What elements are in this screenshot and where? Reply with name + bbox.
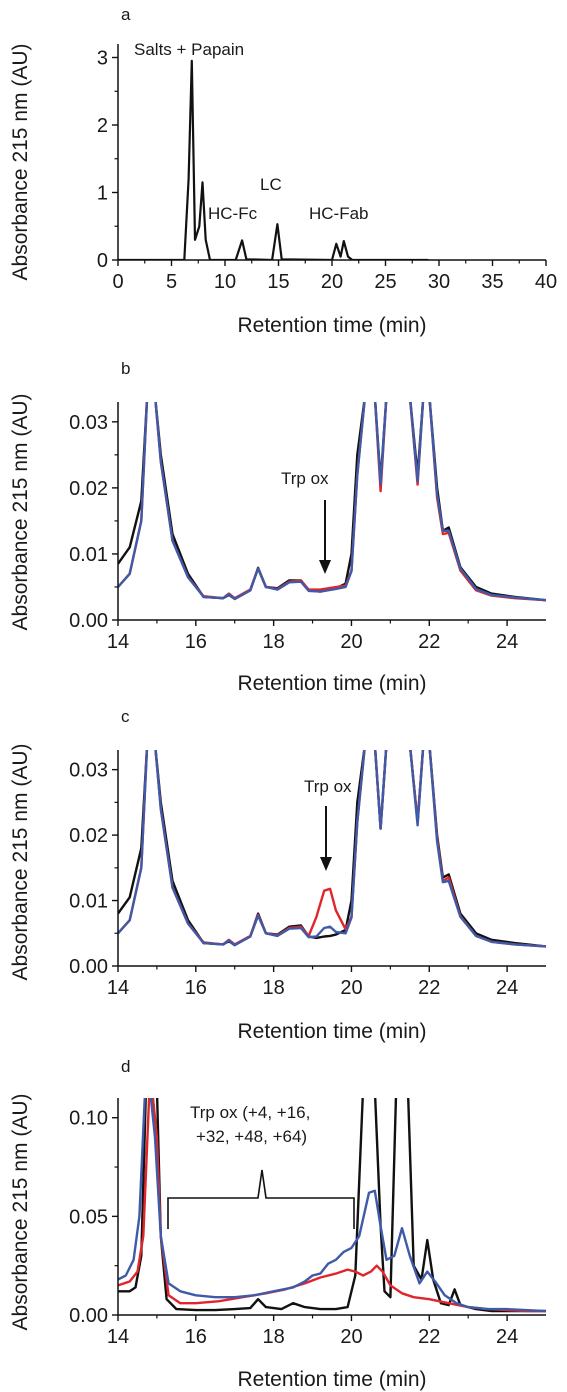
panel-c-xtick-label: 20 [340,977,362,999]
panel-c-xtick-label: 16 [185,977,207,999]
panel-a-xtick-label: 20 [321,271,343,293]
panel-d-xtick-label: 18 [263,1326,285,1348]
panel-a-xtick-label: 15 [267,271,289,293]
panel-a-xtick-label: 0 [112,271,123,293]
panel-d-series-red-line [118,1098,546,1313]
panel-d-xtick-label: 16 [185,1326,207,1348]
panel-c-ytick-label: 0.02 [69,825,108,847]
panel-a-xtick-label: 10 [214,271,236,293]
annotation-trp-ox-d-line1: Trp ox (+4, +16, [190,1103,310,1122]
panel-b-letter: b [121,359,130,378]
panel-b-ytick-label: 0.01 [69,544,108,566]
panel-a-ytick-label: 2 [97,115,108,137]
panel-c-xtick-label: 24 [496,977,518,999]
panel-a-xlabel: Retention time (min) [237,314,426,337]
panel-c-ytick-label: 0.00 [69,956,108,978]
panel-a-ytick-label: 0 [97,250,108,272]
panel-b-xtick-label: 14 [107,631,129,653]
arrow-b [319,500,331,574]
panel-b-ytick-label: 0.02 [69,478,108,500]
arrow-c [320,806,332,871]
panel-b-ylabel: Absorbance 215 nm (AU) [9,394,32,631]
panel-d-ytick-label: 0.05 [69,1206,108,1228]
annotation-lc: LC [260,175,282,194]
panel-a-xtick-label: 30 [428,271,450,293]
panel-b-series-blue-line [118,402,546,602]
panel-d-letter: d [121,1057,130,1076]
panel-d-xtick-label: 14 [107,1326,129,1348]
panel-c-xtick-label: 22 [418,977,440,999]
panel-c-xtick-label: 14 [107,977,129,999]
panel-b-ytick-label: 0.03 [69,412,108,434]
panel-a-ylabel: Absorbance 215 nm (AU) [9,44,32,281]
panel-b-xlabel: Retention time (min) [237,672,426,695]
panel-c-xtick-label: 18 [263,977,285,999]
panel-d-xlabel: Retention time (min) [237,1368,426,1391]
panel-b-xtick-label: 24 [496,631,518,653]
annotation-trp-ox-d-line2: +32, +48, +64) [196,1127,307,1146]
bracket-d [167,1169,355,1229]
panel-b-xtick-label: 18 [263,631,285,653]
panel-c-xlabel: Retention time (min) [237,1020,426,1043]
panel-c-ytick-label: 0.03 [69,760,108,782]
panel-a-xtick-label: 40 [535,271,557,293]
panel-c-ylabel: Absorbance 215 nm (AU) [9,744,32,981]
annotation-hc-fab: HC-Fab [309,204,369,223]
annotation-trp-ox-b: Trp ox [281,469,329,488]
panel-d-ytick-label: 0.00 [69,1305,108,1327]
panel-d-ytick-label: 0.10 [69,1108,108,1130]
panel-d-series-blue-line [118,1098,546,1313]
annotation-hc-fc: HC-Fc [208,204,258,223]
panel-a-letter: a [121,5,131,24]
panel-b-ytick-label: 0.00 [69,610,108,632]
annotation-salts-papain: Salts + Papain [134,40,244,59]
panel-d-xtick-label: 20 [340,1326,362,1348]
panel-d-ylabel: Absorbance 215 nm (AU) [9,1094,32,1331]
panel-a-series-black-line [118,59,429,260]
panel-a-ytick-label: 3 [97,48,108,70]
panel-b-xtick-label: 20 [340,631,362,653]
panel-a-ytick-label: 1 [97,183,108,205]
panel-b-xtick-label: 16 [185,631,207,653]
panel-d-xtick-label: 24 [496,1326,518,1348]
panel-c-letter: c [121,707,130,726]
panel-b-xtick-label: 22 [418,631,440,653]
panel-c-series-blue-line [118,750,546,948]
panel-a-xtick-label: 35 [481,271,503,293]
panel-a-xtick-label: 25 [374,271,396,293]
panel-d-xtick-label: 22 [418,1326,440,1348]
annotation-trp-ox-c: Trp ox [304,777,352,796]
panel-c-ytick-label: 0.01 [69,891,108,913]
panel-a-xtick-label: 5 [166,271,177,293]
